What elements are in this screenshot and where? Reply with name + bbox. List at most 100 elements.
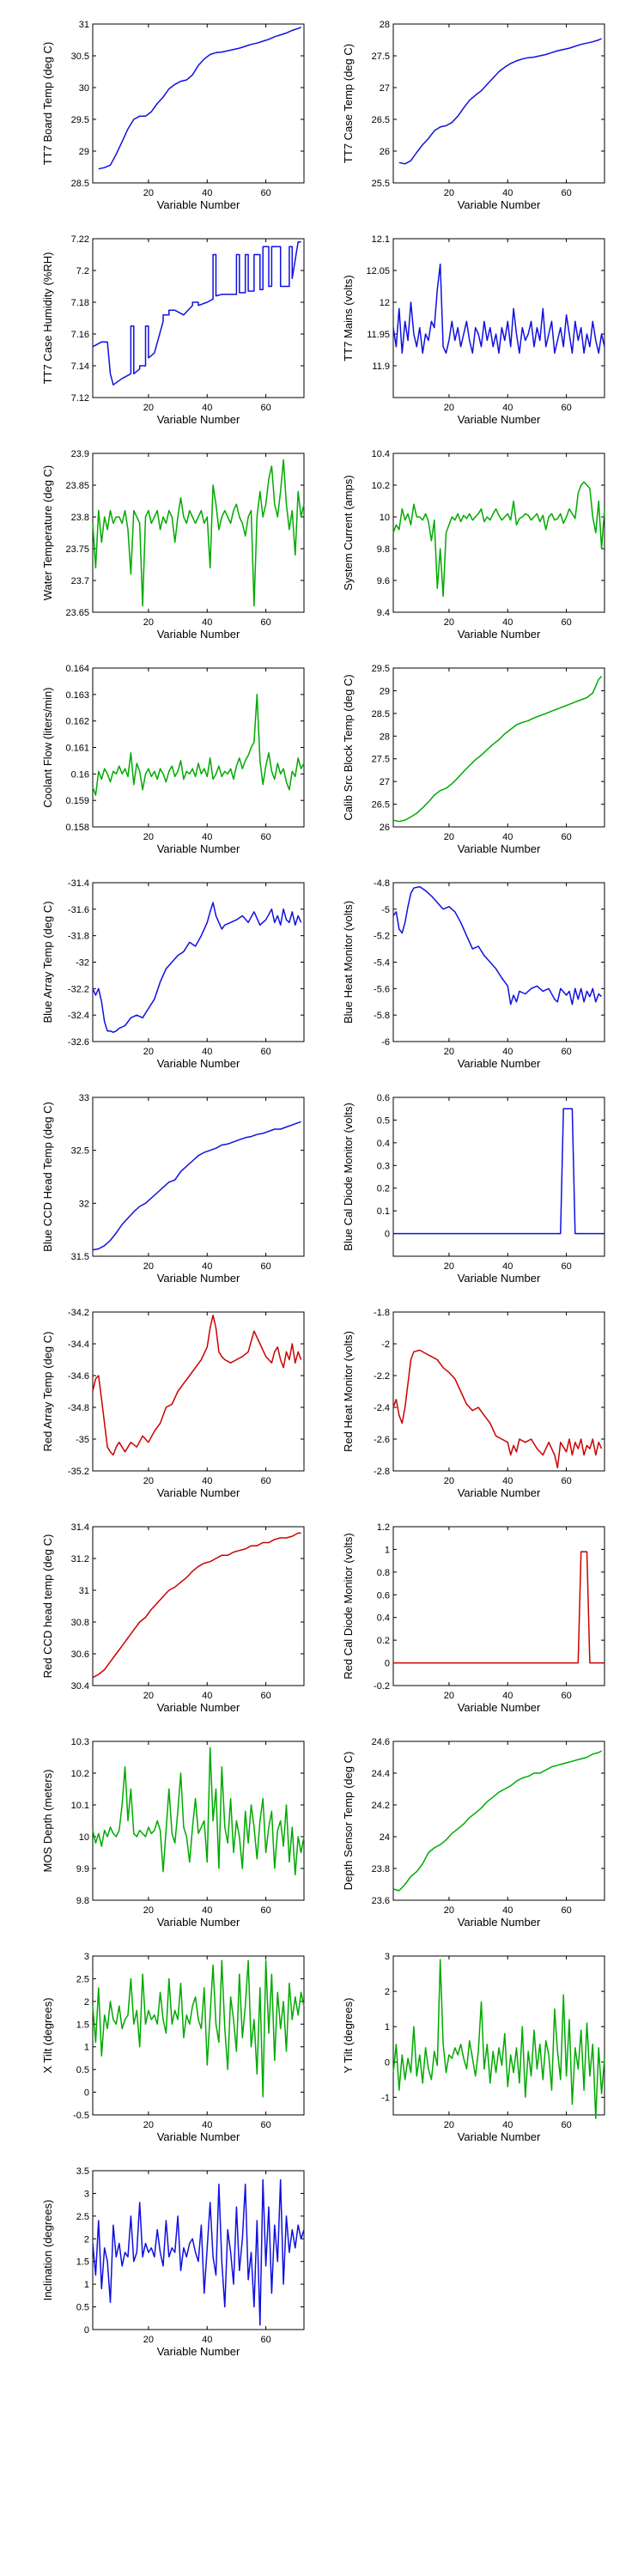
y-tick-label: -32.4 (68, 1011, 89, 1021)
y-tick-label: 3 (84, 2189, 89, 2199)
y-tick-label: -32 (76, 958, 89, 969)
y-tick-label: 0.6 (377, 1093, 390, 1103)
x-tick-label: 20 (143, 1047, 154, 1057)
x-tick-label: 40 (202, 1476, 212, 1486)
x-tick-label: 40 (502, 403, 513, 413)
y-tick-label: 1 (84, 2043, 89, 2053)
series-line (92, 2178, 305, 2326)
y-tick-label: -5.4 (374, 958, 390, 969)
x-tick-label: 60 (561, 1476, 571, 1486)
y-tick-label: 0.5 (377, 1115, 390, 1126)
series-line (92, 1532, 301, 1679)
series-line (92, 459, 305, 607)
y-tick-label: 0 (385, 1230, 390, 1240)
series-line (392, 1959, 605, 2119)
y-tick-label: 0.16 (71, 769, 89, 780)
x-tick-label: 20 (143, 832, 154, 842)
x-axis-label: Variable Number (458, 1486, 541, 1499)
y-tick-label: 32 (79, 1199, 89, 1209)
series-line (392, 263, 605, 354)
y-tick-label: 26.5 (372, 800, 390, 811)
y-tick-label: -4.8 (374, 878, 390, 889)
y-axis-label: TT7 Board Temp (deg C) (41, 42, 54, 166)
y-tick-label: 1.2 (377, 1522, 390, 1533)
x-tick-label: 60 (260, 2335, 270, 2345)
plot-frame (392, 238, 605, 398)
y-tick-label: -0.5 (73, 2111, 89, 2121)
y-tick-label: -34.8 (68, 1403, 89, 1413)
x-tick-label: 20 (444, 2120, 454, 2130)
plot-frame (92, 2170, 305, 2330)
y-tick-label: 7.12 (71, 393, 89, 404)
y-tick-label: 0.5 (76, 2065, 89, 2075)
chart-panel: 26 26.5 27 27.5 28 28.5 29 29.5 20 40 60 Variable N… (342, 664, 605, 855)
y-tick-label: 9.8 (76, 1896, 89, 1906)
chart-panel: 9.8 9.9 10 10.1 10.2 10.3 20 40 60 Variable Numbe… (41, 1737, 305, 1929)
x-tick-label: 20 (143, 1476, 154, 1486)
x-tick-label: 40 (502, 1476, 513, 1486)
y-tick-label: 1.5 (76, 2020, 89, 2030)
y-tick-label: 2.5 (76, 2212, 89, 2222)
y-tick-label: 27 (380, 777, 390, 787)
y-tick-label: 29.5 (372, 664, 390, 674)
x-tick-label: 60 (561, 188, 571, 198)
x-tick-label: 40 (202, 1261, 212, 1272)
y-axis-label: System Current (amps) (342, 475, 355, 590)
x-tick-label: 60 (260, 2120, 270, 2130)
x-tick-label: 60 (260, 1047, 270, 1057)
y-axis-label: Y Tilt (degrees) (342, 1998, 355, 2074)
y-tick-label: 10.1 (71, 1801, 89, 1811)
y-tick-label: 10 (79, 1832, 89, 1843)
plot-frame (392, 1097, 605, 1257)
y-tick-label: -32.6 (68, 1037, 89, 1048)
series-line (92, 902, 302, 1033)
y-tick-label: 27.5 (372, 52, 390, 62)
x-tick-label: 20 (444, 188, 454, 198)
x-tick-label: 60 (561, 832, 571, 842)
y-tick-label: -2.6 (374, 1435, 390, 1445)
series-line (92, 1314, 302, 1456)
y-tick-label: -5.6 (374, 984, 390, 994)
x-tick-label: 40 (202, 2335, 212, 2345)
y-tick-label: 10.4 (372, 449, 390, 459)
x-tick-label: 20 (444, 617, 454, 628)
y-tick-label: 24 (380, 1832, 390, 1843)
series-line (92, 1959, 305, 2098)
chart-panel: 28.5 29 29.5 30 30.5 31 20 40 60 Variable Number T… (41, 20, 305, 211)
x-tick-label: 20 (444, 832, 454, 842)
y-tick-label: 31.2 (71, 1554, 89, 1564)
x-tick-label: 40 (502, 2120, 513, 2130)
y-tick-label: 26 (380, 147, 390, 157)
y-tick-label: 3 (84, 1952, 89, 1962)
y-tick-label: 0.8 (377, 1568, 390, 1578)
y-tick-label: 10.2 (372, 481, 390, 491)
chart-panel: 25.5 26 26.5 27 27.5 28 20 40 60 Variable Number T… (342, 20, 605, 211)
series-line (92, 1747, 305, 1876)
series-line (92, 240, 301, 386)
y-tick-label: -32.2 (68, 984, 89, 994)
x-axis-label: Variable Number (157, 1057, 240, 1070)
y-tick-label: 23.65 (65, 608, 89, 618)
x-axis-label: Variable Number (157, 413, 240, 426)
chart-panel: 7.12 7.14 7.16 7.18 7.2 7.22 20 40 60 Variable Nu… (41, 234, 305, 426)
plot-frame (392, 453, 605, 613)
chart-panel: 11.9 11.95 12 12.05 12.1 20 40 60 Variable Numbe… (342, 234, 605, 426)
x-axis-label: Variable Number (458, 1701, 541, 1714)
y-tick-label: 29 (380, 686, 390, 696)
y-tick-label: -34.4 (68, 1340, 89, 1350)
x-axis-label: Variable Number (458, 842, 541, 855)
y-tick-label: 7.14 (71, 361, 89, 372)
plot-frame (92, 1311, 305, 1472)
y-tick-label: -2.2 (374, 1371, 390, 1382)
x-tick-label: 40 (502, 1261, 513, 1272)
x-tick-label: 40 (202, 1047, 212, 1057)
y-tick-label: 7.22 (71, 234, 89, 245)
series-line (98, 27, 301, 170)
y-tick-label: 28 (380, 732, 390, 742)
plot-frame (92, 1741, 305, 1901)
x-tick-label: 60 (260, 617, 270, 628)
y-tick-label: -1.8 (374, 1308, 390, 1318)
x-tick-label: 40 (202, 1905, 212, 1916)
y-tick-label: 0.6 (377, 1590, 390, 1601)
x-axis-label: Variable Number (157, 1701, 240, 1714)
